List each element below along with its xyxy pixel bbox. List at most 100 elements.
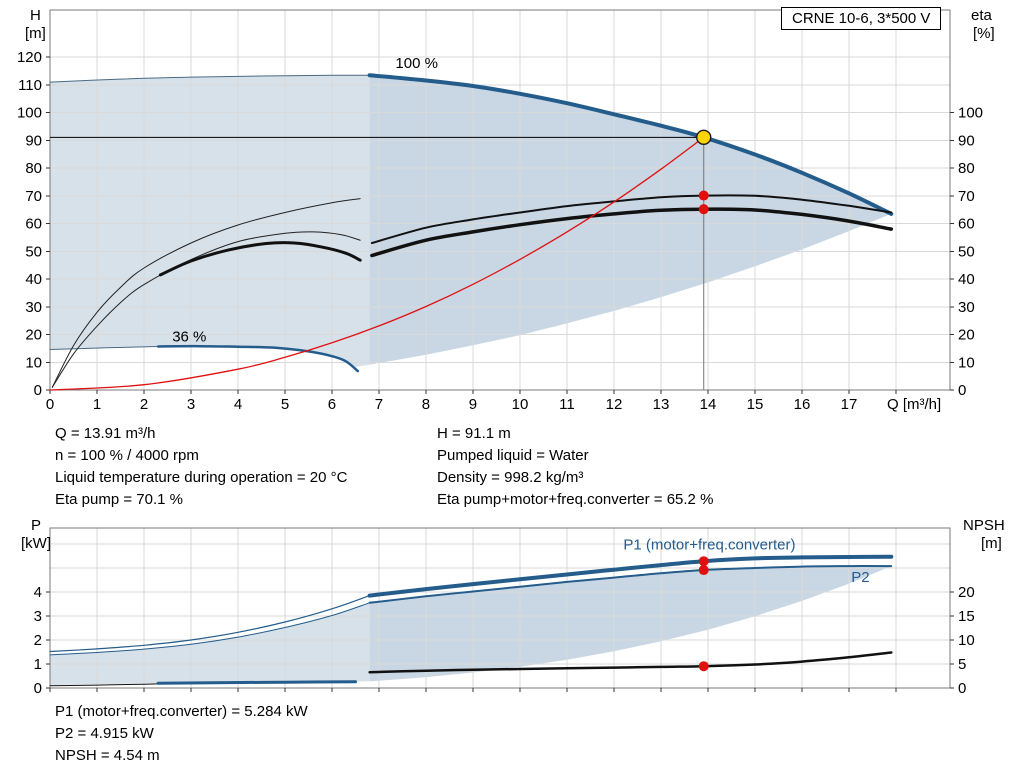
eta-total-point xyxy=(698,204,709,215)
y-left-tick-label: 110 xyxy=(18,77,42,94)
y-right-tick-label: 50 xyxy=(958,243,975,260)
x-tick-label: 13 xyxy=(653,396,670,413)
x-tick-label: 0 xyxy=(46,396,54,413)
info-line-eta-pump: Eta pump = 70.1 % xyxy=(55,491,183,508)
eta-pump-point xyxy=(698,190,709,201)
power-envelope-main xyxy=(369,566,892,682)
y-right-tick-label: 20 xyxy=(958,584,975,601)
y-right-tick-label: 10 xyxy=(958,632,975,649)
y-right-tick-label: 90 xyxy=(958,132,975,149)
y-right-tick-label: 0 xyxy=(958,382,966,399)
x-tick-label: 7 xyxy=(375,396,383,413)
y-right-axis-unit: [%] xyxy=(973,25,995,42)
y-left-tick-label: 100 xyxy=(17,105,42,122)
x-tick-label: 5 xyxy=(281,396,289,413)
y-right-tick-label: 80 xyxy=(958,160,975,177)
x-tick-label: 2 xyxy=(140,396,148,413)
y-left-axis-title: H xyxy=(30,7,41,24)
power-npsh-chart-svg: 0 1 2 3 4 0 5 10 15 20 P1 (motor+freq.converter) P2… xyxy=(21,517,1005,697)
x-tick-label: 6 xyxy=(328,396,336,413)
y-right-tick-label: 40 xyxy=(958,271,975,288)
y-left-tick-label: 40 xyxy=(25,271,42,288)
y-left-tick-label: 60 xyxy=(25,216,42,233)
info-line-eta-total: Eta pump+motor+freq.converter = 65.2 % xyxy=(437,491,714,508)
system-curve xyxy=(49,136,705,391)
x-tick-label: 12 xyxy=(606,396,623,413)
x-tick-label: 10 xyxy=(512,396,529,413)
y-right-tick-label: 70 xyxy=(958,188,975,205)
info-line-pumped-liquid: Pumped liquid = Water xyxy=(437,447,589,464)
y-right-tick-label: 100 xyxy=(958,105,983,122)
y-right-tick-label: 30 xyxy=(958,299,975,316)
h-curve-36pct xyxy=(156,344,360,373)
duty-point-marker xyxy=(696,129,712,146)
x-tick-label: 11 xyxy=(559,396,575,413)
label-36pct: 36 % xyxy=(172,328,206,345)
y-right-tick-label: 5 xyxy=(958,656,966,673)
envelope-lowleft-outline xyxy=(49,346,159,350)
duty-info-left: Q = 13.91 m³/h n = 100 % / 4000 rpm Liqu… xyxy=(55,423,347,511)
info-line-p1: P1 (motor+freq.converter) = 5.284 kW xyxy=(55,703,308,720)
p1-duty-point xyxy=(698,556,709,567)
p1-curve xyxy=(367,554,894,598)
y-right-tick-label: 20 xyxy=(958,327,975,344)
eta-curve-pump-motor-freq xyxy=(370,207,894,258)
y-left-tick-label: 90 xyxy=(25,132,42,149)
y-right-axis-unit: [m] xyxy=(981,535,1002,552)
info-line-density: Density = 998.2 kg/m³ xyxy=(437,469,584,486)
x-tick-label: 8 xyxy=(422,396,430,413)
y-left-tick-label: 0 xyxy=(34,680,42,697)
p2-curve-low-flow xyxy=(49,602,371,656)
eta-arc-min-speed xyxy=(158,241,362,277)
x-axis-title: Q [m³/h] xyxy=(887,396,941,413)
label-p2: P2 xyxy=(851,569,869,586)
y-right-tick-label: 15 xyxy=(958,608,975,625)
y-left-tick-label: 80 xyxy=(25,160,42,177)
npsh-duty-point xyxy=(698,661,709,672)
y-right-axis-title: eta xyxy=(971,7,993,24)
operating-envelope-main xyxy=(369,75,892,365)
y-left-tick-label: 4 xyxy=(34,584,42,601)
p1-curve-low-flow xyxy=(49,595,371,653)
info-line-n: n = 100 % / 4000 rpm xyxy=(55,447,199,464)
y-right-tick-label: 10 xyxy=(958,354,975,371)
y-left-tick-label: 3 xyxy=(34,608,42,625)
plot-border xyxy=(49,9,951,391)
eta-arc-thin-1 xyxy=(51,198,361,388)
envelope-top-outline xyxy=(49,74,371,83)
hq-eta-chart-svg: 0 1 2 3 4 5 6 7 8 9 10 11 12 13 14 15 16 1701020304050607… xyxy=(17,7,995,413)
info-line-liquid-temp: Liquid temperature during operation = 20… xyxy=(55,469,348,486)
label-100pct: 100 % xyxy=(395,55,438,72)
y-left-tick-label: 120 xyxy=(17,49,42,66)
y-left-axis-unit: [m] xyxy=(25,25,46,42)
y-left-tick-label: 10 xyxy=(25,354,42,371)
p2-curve xyxy=(368,565,893,604)
y-left-tick-label: 70 xyxy=(25,188,42,205)
x-tick-label: 9 xyxy=(469,396,477,413)
y-left-tick-label: 1 xyxy=(34,656,42,673)
x-tick-label: 17 xyxy=(841,396,858,413)
x-tick-label: 4 xyxy=(234,396,242,413)
eta-curve-pump xyxy=(370,194,893,244)
operating-envelope-low-flow xyxy=(50,75,370,367)
duty-info-right: H = 91.1 m Pumped liquid = Water Density… xyxy=(437,423,713,511)
y-right-tick-label: 60 xyxy=(958,216,975,233)
info-line-npsh: NPSH = 4.54 m xyxy=(55,747,160,764)
y-left-axis-unit: [kW] xyxy=(21,535,51,552)
plot-border xyxy=(49,527,951,689)
x-tick-label: 16 xyxy=(794,396,811,413)
y-right-tick-label: 0 xyxy=(958,680,966,697)
p-curve-min-speed xyxy=(156,680,357,685)
y-right-axis-title: NPSH xyxy=(963,517,1005,534)
y-left-axis-title: P xyxy=(31,517,41,534)
y-left-tick-label: 50 xyxy=(25,243,42,260)
x-tick-label: 1 xyxy=(93,396,101,413)
x-tick-label: 3 xyxy=(187,396,195,413)
info-line-p2: P2 = 4.915 kW xyxy=(55,725,154,742)
npsh-curve-low-flow xyxy=(49,683,164,687)
h-curve-100pct xyxy=(367,73,894,216)
info-line-h: H = 91.1 m xyxy=(437,425,511,442)
label-p1: P1 (motor+freq.converter) xyxy=(623,536,795,553)
pump-model-title: CRNE 10-6, 3*500 V xyxy=(781,7,942,30)
